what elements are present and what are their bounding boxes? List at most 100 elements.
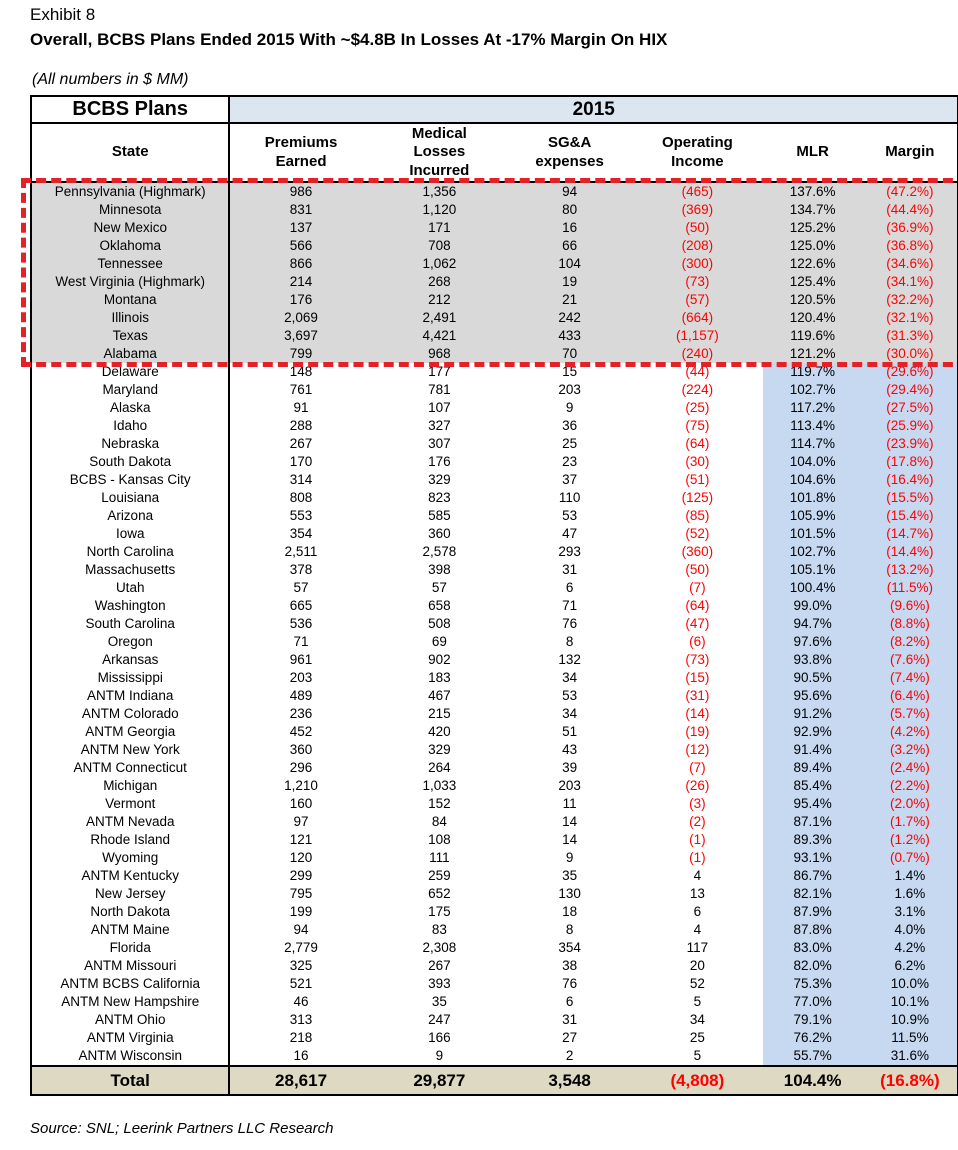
value-cell: 37	[562, 472, 578, 487]
col-header-premiums-earned: Premiums Earned	[229, 123, 372, 183]
value-cell: 93.1%	[762, 849, 863, 867]
value-cell: (25.9%)	[862, 417, 958, 435]
value-cell: (64)	[685, 436, 710, 451]
value-cell: 508	[428, 616, 451, 631]
value-cell: (664)	[632, 309, 763, 327]
value-cell: 19	[506, 273, 633, 291]
state-cell: ANTM Connecticut	[31, 759, 231, 777]
value-cell: 76.2%	[762, 1029, 863, 1047]
value-cell: 71	[562, 598, 578, 613]
value-cell: (8.2%)	[862, 633, 958, 651]
value-cell: (75)	[685, 418, 710, 433]
state-cell: ANTM Indiana	[31, 687, 231, 705]
value-cell: 39	[562, 760, 578, 775]
value-cell: 100.4%	[762, 579, 863, 597]
value-cell: 101.8%	[762, 489, 863, 507]
value-cell: 708	[371, 237, 507, 255]
value-cell: 70	[506, 345, 633, 363]
value-cell: 94	[293, 922, 309, 937]
state-cell: Alaska	[31, 399, 231, 417]
value-cell: (4.2%)	[862, 723, 958, 741]
value-cell: 5	[693, 1048, 702, 1063]
table-row: Oklahoma 566 708 66 (208) 125.0% (36.8%)	[31, 237, 958, 255]
value-cell: 10.9%	[862, 1011, 958, 1029]
value-cell: 1,062	[371, 255, 507, 273]
col-header-mlr: MLR	[762, 123, 863, 183]
value-cell: 420	[428, 724, 451, 739]
value-cell: 521	[289, 976, 313, 991]
value-cell: (13.2%)	[862, 561, 958, 579]
value-cell: 130	[558, 886, 581, 901]
exhibit-label: Exhibit 8	[30, 5, 96, 24]
table-row: ANTM Missouri 325 267 38 20 82.0% 6.2%	[31, 957, 958, 975]
total-row: Total 28,617 29,877 3,548 (4,808) 104.4% (16.8…	[31, 1065, 958, 1095]
total-value-cell: (4,808)	[632, 1065, 763, 1095]
table-row: Utah 57 57 6 (7) 100.4% (11.5%)	[31, 579, 958, 597]
value-cell: (465)	[632, 182, 763, 201]
value-cell: 314	[289, 472, 313, 487]
state-cell: Washington	[31, 597, 231, 615]
table-row: Nebraska 267 307 25 (64) 114.7% (23.9%)	[31, 435, 958, 453]
table-row: ANTM Virginia 218 166 27 25 76.2% 11.5%	[31, 1029, 958, 1047]
value-cell: 104.6%	[762, 471, 863, 489]
table-row: Vermont 160 152 11 (3) 95.4% (2.0%)	[31, 795, 958, 813]
value-cell: 313	[289, 1012, 313, 1027]
state-cell: ANTM Missouri	[31, 957, 231, 975]
state-cell: North Dakota	[31, 903, 231, 921]
table-row: Wyoming 120 111 9 (1) 93.1% (0.7%)	[31, 849, 958, 867]
value-cell: 1.6%	[862, 885, 958, 903]
table-row: New Jersey 795 652 130 13 82.1% 1.6%	[31, 885, 958, 903]
value-cell: 665	[289, 598, 313, 613]
value-cell: (14.4%)	[862, 543, 958, 561]
value-cell: 31	[562, 1012, 578, 1027]
value-cell: 393	[428, 976, 451, 991]
value-cell: 268	[371, 273, 507, 291]
state-cell: ANTM BCBS California	[31, 975, 231, 993]
total-value-cell: (16.8%)	[862, 1065, 958, 1095]
value-cell: 8	[565, 634, 574, 649]
table-row: ANTM BCBS California 521 393 76 52 75.3% 10.0%	[31, 975, 958, 993]
state-cell: Idaho	[31, 417, 231, 435]
value-cell: 176	[428, 454, 451, 469]
table-row: ANTM Colorado 236 215 34 (14) 91.2% (5.7%)	[31, 705, 958, 723]
value-cell: (208)	[632, 237, 763, 255]
table-row: ANTM New York 360 329 43 (12) 91.4% (3.2%)	[31, 741, 958, 759]
value-cell: 76	[562, 976, 578, 991]
value-cell: 658	[428, 598, 451, 613]
value-cell: (26)	[685, 778, 710, 793]
value-cell: 34	[562, 670, 578, 685]
value-cell: (1.7%)	[862, 813, 958, 831]
value-cell: 2	[565, 1048, 574, 1063]
value-cell: (47.2%)	[862, 182, 958, 201]
value-cell: (57)	[632, 291, 763, 309]
value-cell: (51)	[685, 472, 710, 487]
state-cell: ANTM Colorado	[31, 705, 231, 723]
value-cell: 781	[428, 382, 451, 397]
state-cell: Florida	[31, 939, 231, 957]
value-cell: 236	[289, 706, 313, 721]
value-cell: 77.0%	[762, 993, 863, 1011]
value-cell: 378	[289, 562, 313, 577]
value-cell: 171	[371, 219, 507, 237]
value-cell: 9	[435, 1048, 444, 1063]
value-cell: 137	[229, 219, 372, 237]
table-row: Florida 2,779 2,308 354 117 83.0% 4.2%	[31, 939, 958, 957]
value-cell: 87.9%	[762, 903, 863, 921]
table-row: Illinois 2,069 2,491 242 (664) 120.4% (32.1%)	[31, 309, 958, 327]
value-cell: 823	[428, 490, 451, 505]
value-cell: 1,356	[371, 182, 507, 201]
value-cell: 203	[558, 778, 581, 793]
state-cell: New Jersey	[31, 885, 231, 903]
value-cell: 71	[293, 634, 309, 649]
value-cell: 57	[431, 580, 447, 595]
group-header-row: BCBS Plans 2015	[31, 96, 958, 124]
value-cell: 652	[428, 886, 451, 901]
value-cell: 3.1%	[862, 903, 958, 921]
value-cell: 968	[371, 345, 507, 363]
value-cell: (224)	[681, 382, 714, 397]
table-row: West Virginia (Highmark) 214 268 19 (73) 125.…	[31, 273, 958, 291]
value-cell: (1)	[689, 850, 706, 865]
value-cell: 203	[289, 670, 313, 685]
value-cell: 214	[229, 273, 372, 291]
value-cell: 325	[289, 958, 313, 973]
